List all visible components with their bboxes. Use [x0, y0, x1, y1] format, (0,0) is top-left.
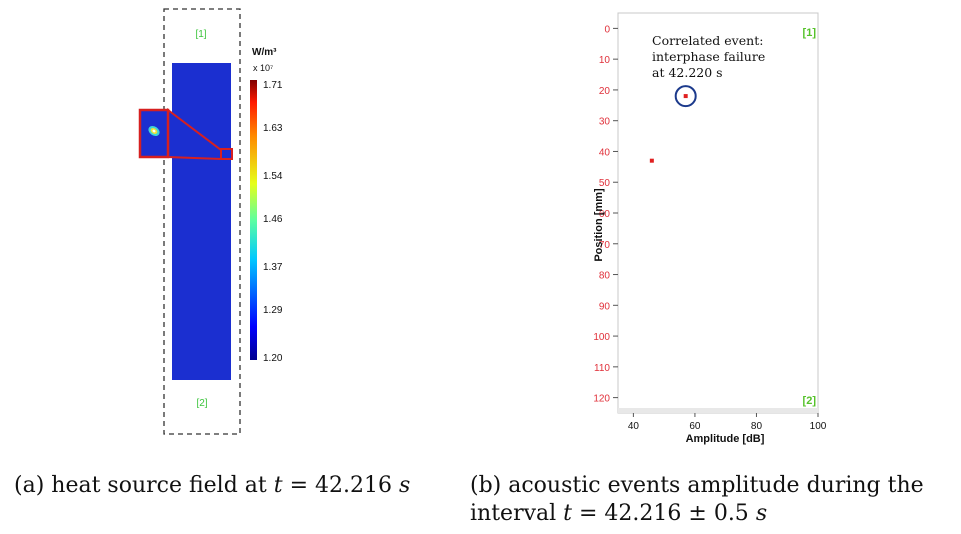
y-tick-label: 80	[599, 271, 611, 282]
caption-a-prefix: (a) heat source field at	[14, 473, 274, 498]
y-tick-label: 10	[599, 55, 611, 66]
caption-b: (b) acoustic events amplitude during the…	[470, 472, 924, 528]
data-point	[649, 158, 654, 163]
caption-a-eq: =	[282, 473, 315, 498]
data-point	[683, 94, 688, 99]
x-tick-label: 40	[628, 421, 640, 432]
label-bottom-a: [2]	[196, 398, 207, 409]
x-tick-label: 80	[751, 421, 763, 432]
acoustic-events-chart: 0 10 20 30 40 50 60 70 80 90 100 110 120 40 60 80 100 C…	[593, 12, 827, 445]
y-axis-label: Position [mm]	[593, 188, 605, 262]
y-tick-label: 50	[599, 178, 611, 189]
corner-label-bottom: [2]	[803, 395, 817, 407]
colorbar-tick-label: 1.37	[263, 262, 283, 273]
colorbar-ticks: 1.71 1.63 1.54 1.46 1.37 1.29 1.20	[263, 80, 283, 364]
figure-b: 0 10 20 30 40 50 60 70 80 90 100 110 120 40 60 80 100 C…	[575, 0, 855, 450]
zoom-source-box	[220, 148, 233, 160]
x-axis: 40 60 80 100	[628, 413, 827, 432]
y-tick-label: 110	[594, 363, 610, 374]
y-tick-label: 30	[599, 117, 611, 128]
caption-b-line-1: (b) acoustic events amplitude during the	[470, 473, 924, 498]
y-tick-label: 100	[593, 332, 610, 343]
caption-a-unit: s	[398, 473, 411, 498]
colorbar	[250, 80, 257, 360]
x-tick-label: 60	[689, 421, 701, 432]
caption-b-eq: =	[572, 501, 605, 526]
x-tick-label: 100	[810, 421, 827, 432]
heat-field-specimen	[172, 63, 231, 380]
annotation-line-3: at 42.220 s	[652, 65, 723, 80]
plot-bottom-band	[618, 408, 818, 413]
y-tick-label: 70	[599, 240, 611, 251]
caption-b-unit: s	[755, 501, 768, 526]
colorbar-tick-label: 1.29	[263, 305, 283, 316]
caption-b-value: 42.216 ± 0.5	[604, 501, 756, 526]
highlight-circle	[674, 85, 697, 108]
label-top-a: [1]	[195, 29, 206, 40]
caption-a-var: t	[273, 473, 283, 498]
caption-a: (a) heat source field at t = 42.216 s	[14, 472, 410, 500]
y-axis: 0 10 20 30 40 50 60 70 80 90 100 110 120	[593, 24, 618, 405]
y-tick-label: 0	[604, 24, 610, 35]
x-axis-label: Amplitude [dB]	[686, 433, 765, 445]
caption-b-var: t	[563, 501, 572, 526]
colorbar-tick-label: 1.46	[263, 214, 283, 225]
colorbar-tick-label: 1.20	[263, 353, 283, 364]
caption-b-line-2: interval t = 42.216 ± 0.5 s	[470, 500, 924, 528]
colorbar-unit: W/m³	[252, 47, 277, 58]
y-tick-label: 60	[599, 209, 611, 220]
y-tick-label: 90	[599, 301, 611, 312]
y-tick-label: 40	[599, 147, 611, 158]
y-tick-label: 20	[599, 86, 611, 97]
plot-area	[617, 12, 819, 414]
colorbar-multiplier: x 10⁷	[253, 63, 273, 73]
caption-b-prefix: interval	[470, 501, 564, 526]
heat-source-field: [1] [2] W/m³ x 10⁷ 1.711.631.541.461.371…	[138, 8, 283, 435]
data-points	[649, 94, 688, 163]
colorbar-tick-label: 1.71	[263, 80, 283, 91]
colorbar-tick-label: 1.54	[263, 171, 283, 182]
caption-a-value: 42.216	[315, 473, 399, 498]
colorbar-tick-label: 1.63	[263, 123, 283, 134]
annotation-line-2: interphase failure	[652, 49, 765, 64]
figure-a: [1] [2] W/m³ x 10⁷ 1.71 1.63 1.54 1.46 1.37 1…	[0, 0, 460, 445]
y-tick-label: 120	[593, 394, 610, 405]
annotation-line-1: Correlated event:	[652, 33, 763, 48]
hotspot-core	[152, 129, 156, 133]
specimen-outline	[163, 8, 241, 435]
corner-label-top: [1]	[803, 27, 817, 39]
